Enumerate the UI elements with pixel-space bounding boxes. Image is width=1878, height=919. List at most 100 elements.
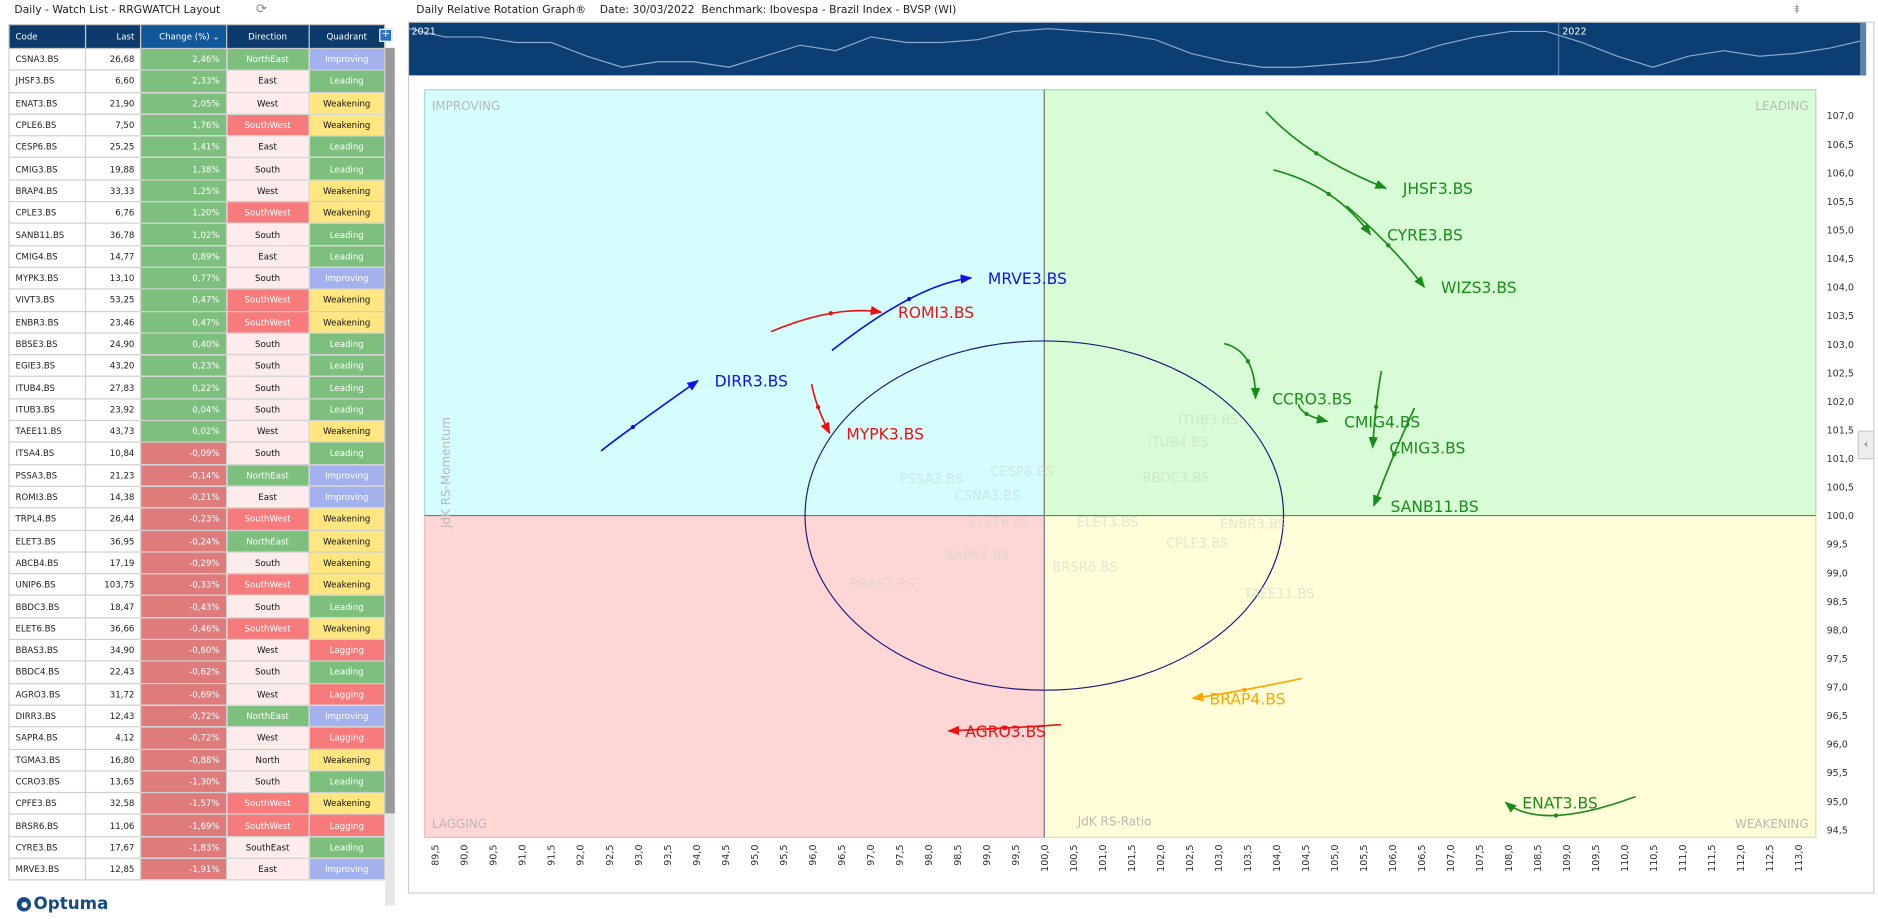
chevron-down-icon[interactable]: ⌄ [212, 31, 220, 42]
table-row[interactable]: BBDC4.BS 22,43 -0,62% South Leading [8, 660, 386, 684]
table-row[interactable]: DIRR3.BS 12,43 -0,72% NorthEast Improving [8, 704, 386, 728]
table-row[interactable]: CPFE3.BS 32,58 -1,57% SouthWest Weakening [8, 791, 386, 816]
rrg-ellipse [804, 340, 1285, 691]
table-row[interactable]: EGIE3.BS 43,20 0,23% South Leading [8, 354, 386, 378]
table-row[interactable]: BRSR6.BS 11,06 -1,69% SouthWest Lagging [8, 813, 386, 837]
refresh-icon[interactable]: ⟳ [255, 1, 268, 17]
ticker-label[interactable]: CYRE3.BS [1387, 226, 1463, 244]
cell-direction: East [225, 857, 310, 881]
ticker-label[interactable]: CCRO3.BS [1272, 390, 1352, 408]
ticker-label[interactable]: WIZS3.BS [1441, 279, 1517, 297]
table-row[interactable]: ELET3.BS 36,95 -0,24% NorthEast Weakening [8, 529, 386, 553]
table-row[interactable]: CCRO3.BS 13,65 -1,30% South Leading [8, 770, 386, 794]
cell-direction: SouthEast [225, 835, 310, 859]
table-row[interactable]: ELET6.BS 36,66 -0,46% SouthWest Weakening [8, 616, 386, 640]
x-tick-label: 111,5 [1707, 845, 1718, 872]
table-row[interactable]: BRAP4.BS 33,33 1,25% West Weakening [8, 179, 386, 203]
pin-icon[interactable]: ⯒ [1794, 3, 1800, 17]
ticker-label[interactable]: CMIG4.BS [1344, 413, 1420, 431]
cell-quadrant: Weakening [308, 573, 386, 597]
add-column-icon[interactable]: + [379, 28, 393, 42]
table-row[interactable]: ITUB4.BS 27,83 0,22% South Leading [8, 376, 386, 400]
table-row[interactable]: MRVE3.BS 12,85 -1,91% East Improving [8, 857, 386, 881]
x-tick-label: 93,0 [634, 845, 645, 866]
table-row[interactable]: ENAT3.BS 21,90 2,05% West Weakening [8, 91, 386, 115]
x-tick-label: 91,0 [518, 845, 529, 866]
table-row[interactable]: CPLE3.BS 6,76 1,20% SouthWest Weakening [8, 201, 386, 225]
optuma-logo-icon [16, 897, 32, 912]
y-tick-label: 98,0 [1827, 625, 1848, 636]
table-row[interactable]: CYRE3.BS 17,67 -1,83% SouthEast Leading [8, 835, 386, 859]
table-row[interactable]: ROMI3.BS 14,38 -0,21% East Improving [8, 485, 386, 509]
cell-quadrant: Leading [308, 398, 386, 422]
table-row[interactable]: TAEE11.BS 43,73 0,02% West Weakening [8, 419, 386, 444]
cell-change: -0,23% [140, 507, 227, 531]
table-row[interactable]: PSSA3.BS 21,23 -0,14% NorthEast Improving [8, 463, 386, 487]
cell-direction: West [225, 682, 310, 706]
ticker-label[interactable]: JHSF3.BS [1402, 180, 1473, 198]
y-tick-label: 107,0 [1827, 111, 1854, 122]
cell-quadrant: Lagging [308, 813, 386, 837]
table-row[interactable]: CSNA3.BS 26,68 2,46% NorthEast Improving [8, 47, 386, 71]
table-row[interactable]: SANB11.BS 36,78 1,02% South Leading [8, 222, 386, 247]
column-header-change[interactable]: Change (%) ⌄ [140, 23, 227, 50]
table-row[interactable]: MYPK3.BS 13,10 0,77% South Improving [8, 266, 386, 290]
trail-point [815, 404, 821, 410]
x-tick-label: 94,5 [721, 845, 732, 866]
table-row[interactable]: CMIG3.BS 19,88 1,38% South Leading [8, 157, 386, 181]
ticker-label[interactable]: CMIG3.BS [1389, 440, 1465, 458]
table-row[interactable]: ENBR3.BS 23,46 0,47% SouthWest Weakening [8, 310, 386, 334]
y-tick-label: 101,5 [1827, 425, 1854, 436]
cell-code: CPLE6.BS [8, 113, 87, 137]
table-row[interactable]: BBAS3.BS 34,90 -0,60% West Lagging [8, 638, 386, 662]
ticker-label[interactable]: BRAP4.BS [1210, 690, 1286, 708]
ticker-label[interactable]: AGRO3.BS [965, 723, 1046, 741]
cell-code: ITUB4.BS [8, 376, 87, 400]
table-row[interactable]: AGRO3.BS 31,72 -0,69% West Lagging [8, 682, 386, 706]
y-tick-label: 105,0 [1827, 225, 1854, 236]
navigator-handle[interactable] [1860, 22, 1867, 76]
quadrant-label-weakening: WEAKENING [1735, 817, 1809, 831]
y-axis-title: JdK RS-Momentum [439, 417, 453, 529]
ticker-label[interactable]: ENAT3.BS [1522, 794, 1597, 812]
x-tick-label: 99,0 [982, 845, 993, 866]
ticker-label[interactable]: SANB11.BS [1391, 498, 1479, 516]
x-tick-label: 108,0 [1504, 845, 1515, 872]
scrollbar-thumb[interactable] [385, 47, 395, 814]
x-tick-label: 96,5 [837, 845, 848, 866]
y-tick-label: 95,5 [1827, 768, 1848, 779]
cell-quadrant: Weakening [308, 113, 386, 137]
x-tick-label: 96,0 [808, 845, 819, 866]
column-header-code[interactable]: Code [8, 23, 87, 50]
cell-quadrant: Improving [308, 704, 386, 728]
table-row[interactable]: UNIP6.BS 103,75 -0,33% SouthWest Weakening [8, 573, 386, 597]
cell-change: -0,09% [140, 441, 227, 465]
x-tick-label: 108,5 [1533, 845, 1544, 872]
x-tick-label: 107,0 [1446, 845, 1457, 872]
table-row[interactable]: BBSE3.BS 24,90 0,40% South Leading [8, 332, 386, 356]
faded-ticker-label: CESP6.BS [990, 465, 1053, 480]
x-tick-label: 103,5 [1243, 845, 1254, 872]
cell-quadrant: Weakening [308, 288, 386, 312]
ticker-label[interactable]: DIRR3.BS [715, 373, 788, 391]
y-tick-label: 104,0 [1827, 283, 1854, 294]
y-tick-label: 97,0 [1827, 683, 1848, 694]
cell-direction: South [225, 157, 310, 181]
quadrant-weakening [1043, 514, 1817, 838]
table-row[interactable]: CPLE6.BS 7,50 1,76% SouthWest Weakening [8, 113, 386, 137]
collapse-panel-icon[interactable]: ‹ [1857, 430, 1875, 460]
faded-ticker-label: ENBR3.BS [1220, 518, 1286, 533]
cell-change: 0,77% [140, 266, 227, 290]
quadrant-label-lagging: LAGGING [432, 817, 487, 831]
column-header-last[interactable]: Last [85, 23, 142, 50]
ticker-label[interactable]: ROMI3.BS [898, 304, 974, 322]
cell-quadrant: Leading [308, 660, 386, 684]
table-row[interactable]: JHSF3.BS 6,60 2,33% East Leading [8, 69, 386, 93]
column-header-direction[interactable]: Direction [225, 23, 310, 50]
ticker-label[interactable]: MYPK3.BS [846, 425, 924, 443]
ticker-label[interactable]: MRVE3.BS [988, 270, 1067, 288]
table-row[interactable]: VIVT3.BS 53,25 0,47% SouthWest Weakening [8, 288, 386, 312]
faded-ticker-label: ELET3.BS [1077, 515, 1139, 530]
